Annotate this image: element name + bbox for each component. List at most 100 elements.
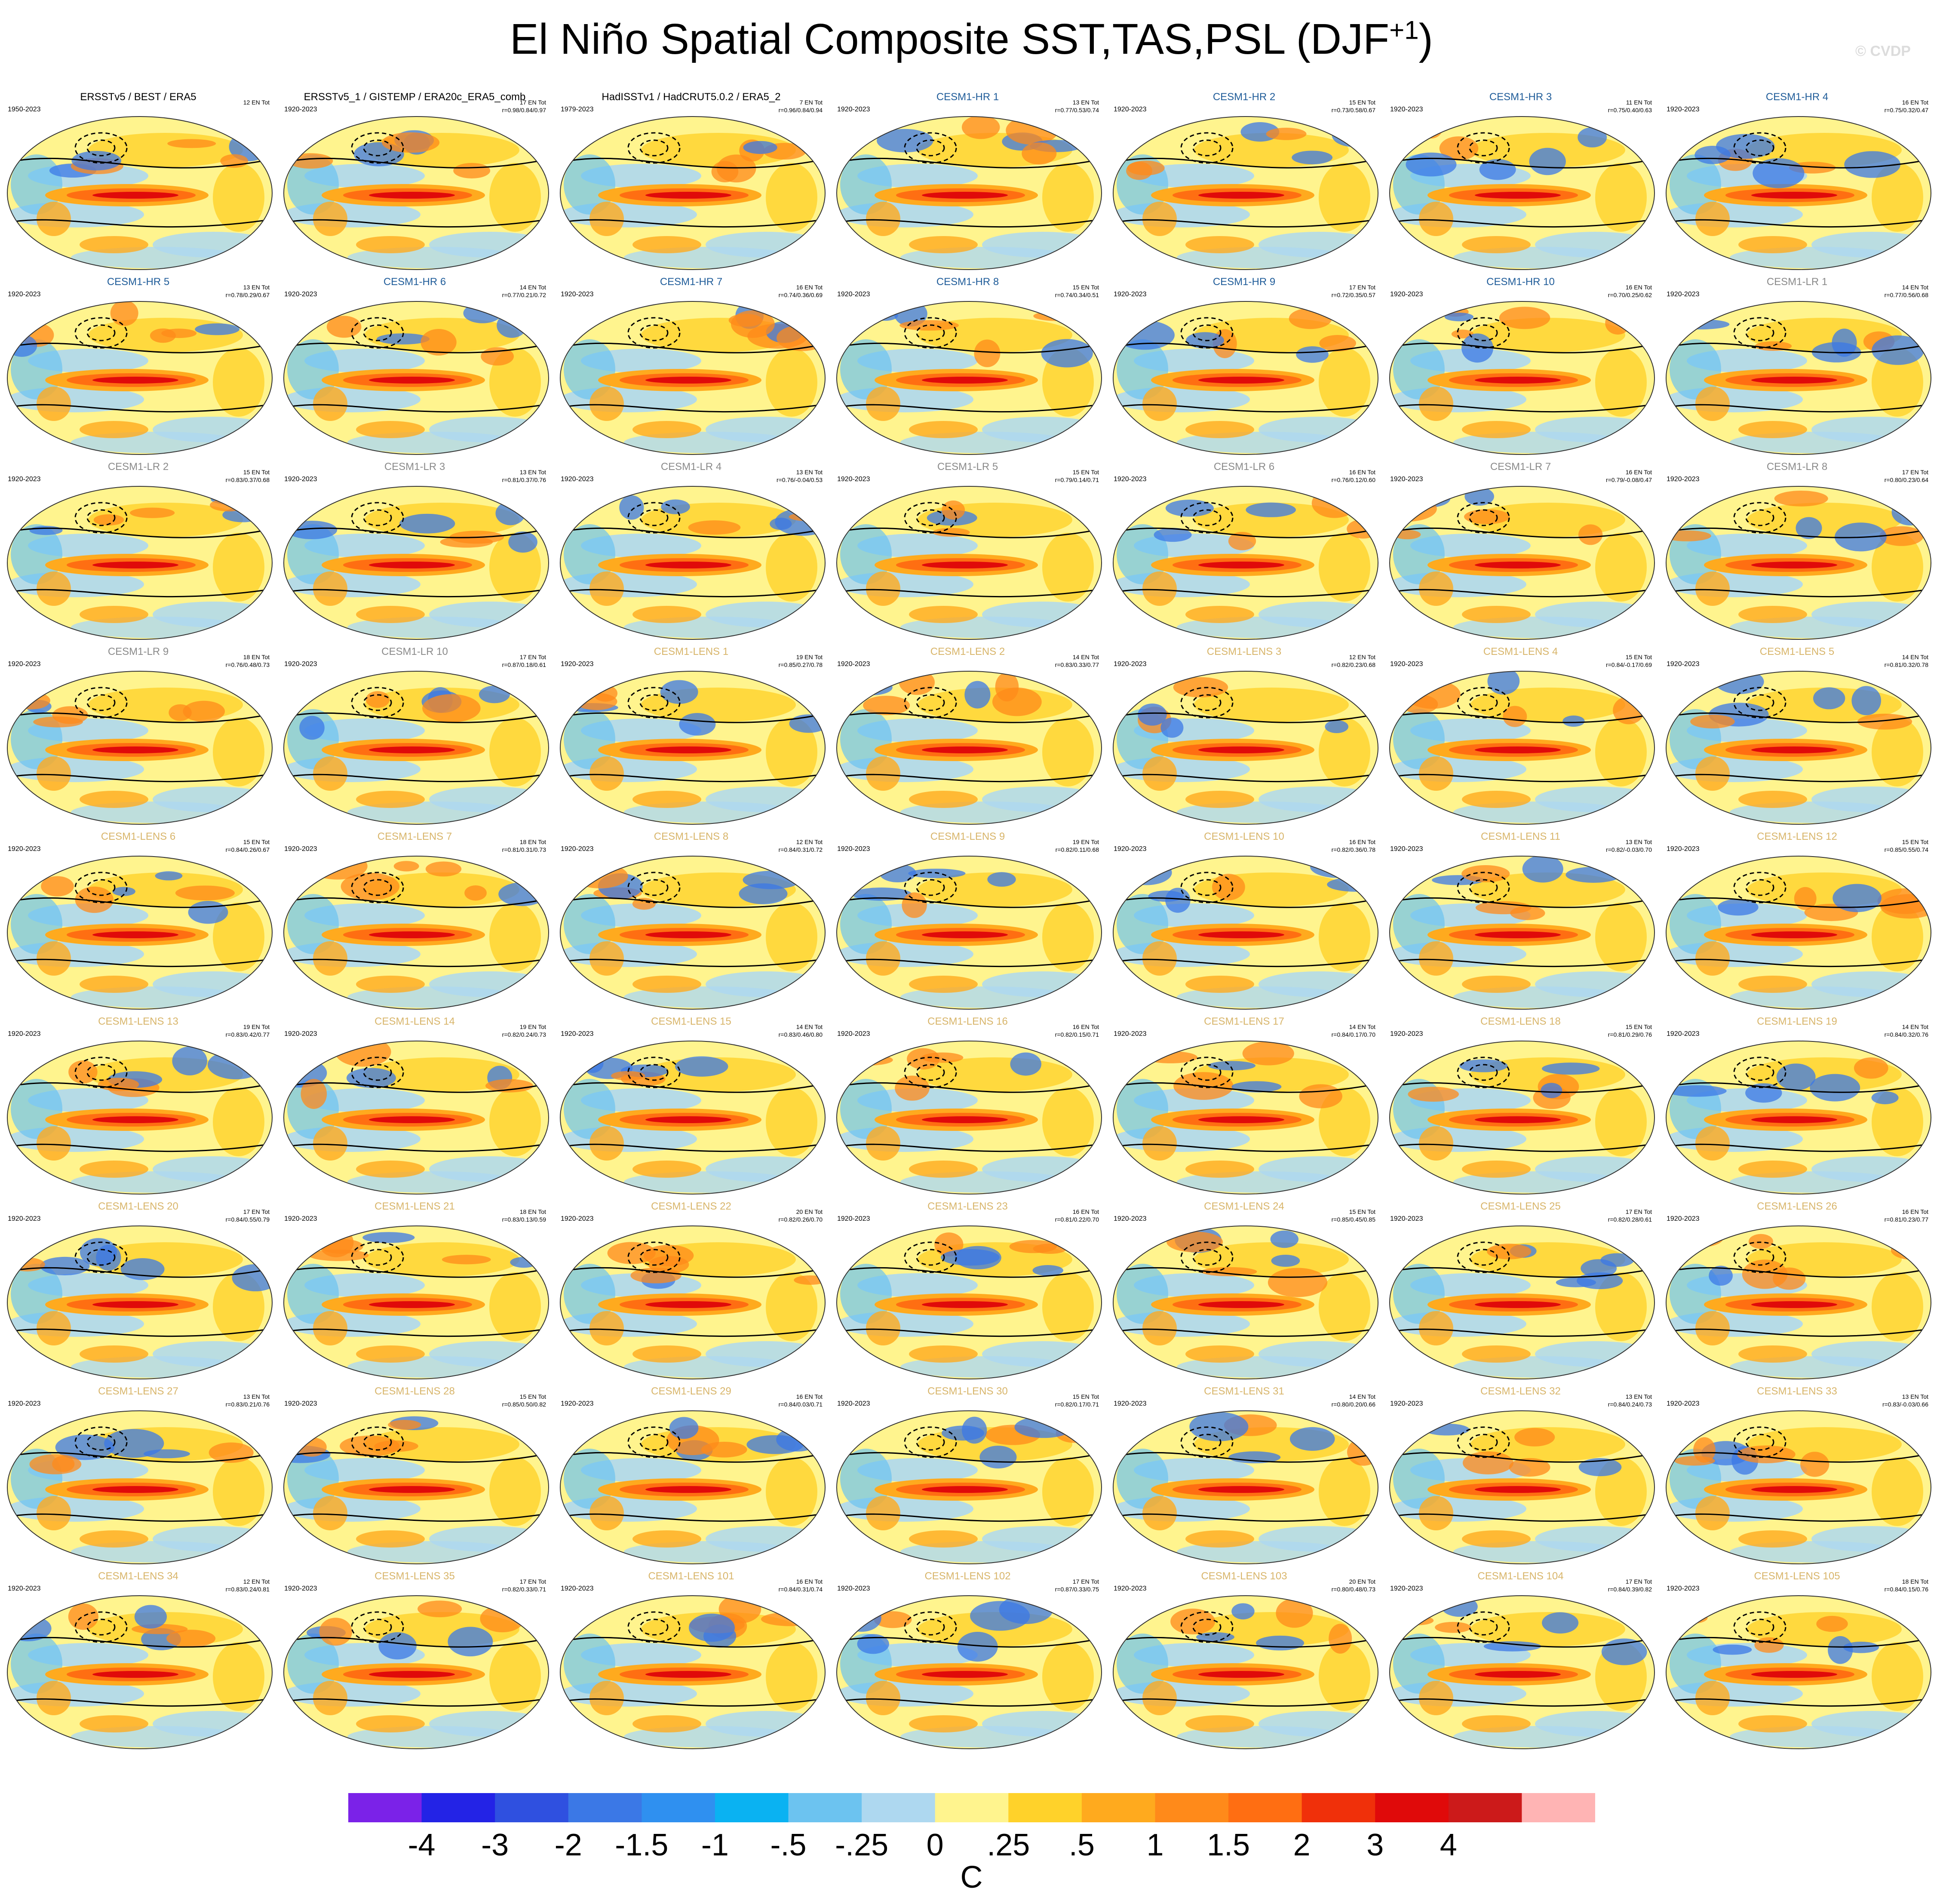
panel-years: 1920-2023 [8, 1215, 41, 1222]
panel-title: CESM1-HR 10 [1486, 276, 1555, 288]
panel-pattern-correlation: r=0.84/0.24/0.73 [1608, 1401, 1652, 1408]
enso-tongue-core [1475, 746, 1561, 753]
warm-anomaly [1212, 874, 1245, 900]
panel-title: CESM1-LENS 1 [654, 646, 729, 657]
cool-region-west [564, 1449, 615, 1509]
panel-event-count: 15 EN Tot [1349, 99, 1375, 106]
warm-region-east [1595, 163, 1647, 232]
map-panel: CESM1-LENS 7 1920-2023 18 EN Tot r=0.81/0.3… [276, 831, 553, 1016]
cool-anomaly [399, 513, 455, 534]
cool-anomaly [286, 520, 338, 540]
map-outline [1389, 486, 1655, 640]
cool-anomaly [1148, 891, 1184, 902]
panel-pattern-correlation: r=0.75/0.40/0.63 [1608, 107, 1652, 114]
warm-anomaly [1487, 1244, 1532, 1259]
psl-contour-negative [74, 1056, 128, 1088]
colorbar-swatch [935, 1793, 1009, 1822]
panel-title: CESM1-HR 6 [383, 276, 446, 288]
psl-contour-negative [904, 1611, 957, 1643]
psl-contour-negative [1180, 502, 1234, 534]
warm-anomaly [301, 1079, 327, 1109]
panel-event-count: 17 EN Tot [1072, 1578, 1099, 1585]
enso-tongue-core [922, 562, 1008, 568]
warm-anomaly [1033, 311, 1082, 321]
cool-region-west [564, 1634, 615, 1694]
panel-pattern-correlation: r=0.83/0.21/0.76 [225, 1401, 270, 1408]
enso-tongue-core [1198, 1301, 1284, 1308]
warm-region-north [365, 1427, 519, 1462]
map-outline [1113, 116, 1378, 270]
cool-anomaly [770, 518, 792, 530]
warm-region-south [632, 1345, 701, 1363]
panel-years: 1920-2023 [1667, 1400, 1700, 1407]
psl-contour-positive [1113, 218, 1378, 228]
panel-years: 1920-2023 [284, 1030, 317, 1038]
map-panel: CESM1-LENS 28 1920-2023 15 EN Tot r=0.85/0.… [276, 1385, 553, 1570]
panel-pattern-correlation: r=0.98/0.84/0.97 [502, 107, 546, 114]
panel-years: 1920-2023 [1390, 1585, 1423, 1592]
map-panel: CESM1-LENS 23 1920-2023 16 EN Tot r=0.81/0.… [829, 1201, 1106, 1385]
panel-years: 1920-2023 [284, 1215, 317, 1222]
warm-region-south [909, 421, 978, 438]
map-panel: CESM1-LENS 30 1920-2023 15 EN Tot r=0.82/0.… [829, 1385, 1106, 1570]
warm-region-indian [1695, 941, 1730, 976]
map [1113, 671, 1378, 825]
enso-tongue-core [369, 377, 455, 384]
panel-title: CESM1-LENS 7 [377, 831, 452, 842]
map-field [837, 117, 1102, 270]
warm-region-east [489, 1642, 541, 1711]
warm-region-indian [313, 1126, 347, 1161]
warm-region-south [356, 606, 425, 623]
psl-contour-negative [74, 1611, 128, 1643]
psl-contour-negative [639, 139, 669, 157]
panel-years: 1920-2023 [1114, 106, 1147, 113]
map-outline [560, 1041, 826, 1195]
psl-contour-negative [904, 1056, 957, 1088]
warm-anomaly [1061, 495, 1102, 508]
panel-event-count: 14 EN Tot [1902, 654, 1928, 660]
panel-event-count: 14 EN Tot [796, 1023, 823, 1030]
cool-region-west [564, 1079, 615, 1139]
map [1666, 301, 1931, 455]
warm-region-south [1738, 1530, 1807, 1548]
panel-title: CESM1-LENS 33 [1757, 1385, 1837, 1397]
psl-contour-negative [1469, 139, 1498, 157]
psl-contour-negative [351, 872, 404, 903]
panel-pattern-correlation: r=0.74/0.34/0.51 [1055, 292, 1099, 298]
warm-region-east [213, 1087, 264, 1156]
warm-region-indian [866, 941, 900, 976]
warm-anomaly [29, 1454, 82, 1474]
panel-title: CESM1-LR 6 [1213, 461, 1275, 473]
cool-region-west [564, 524, 615, 584]
cool-anomaly [1601, 1638, 1647, 1665]
map-panel: CESM1-LENS 10 1920-2023 16 EN Tot r=0.82/0.… [1106, 831, 1382, 1016]
map [560, 1410, 826, 1564]
cool-anomaly [1406, 152, 1457, 177]
enso-tongue-core [1198, 192, 1284, 199]
map-field [1666, 671, 1931, 824]
enso-tongue-core [645, 562, 731, 568]
warm-region-indian [313, 1681, 347, 1715]
warm-region-south [632, 236, 701, 253]
warm-region-east [489, 163, 541, 232]
psl-contour-negative [639, 1064, 669, 1081]
psl-contour-positive [1113, 1512, 1378, 1522]
cool-anomaly [299, 716, 325, 740]
panel-years: 1979-2023 [561, 106, 594, 113]
psl-contour-negative [1469, 879, 1498, 896]
enso-tongue-core [1198, 746, 1284, 753]
map-field [1113, 117, 1378, 270]
panel-years: 1920-2023 [837, 660, 870, 668]
panel-title: CESM1-LENS 21 [374, 1201, 455, 1212]
psl-contour-negative [1745, 1249, 1774, 1266]
warm-region-indian [37, 202, 71, 236]
warm-region-east [489, 1457, 541, 1526]
map-field [837, 1596, 1102, 1749]
cool-region-west [840, 894, 892, 954]
panel-years: 1920-2023 [1667, 1030, 1700, 1038]
cool-anomaly [1271, 1254, 1300, 1267]
warm-anomaly [1439, 136, 1479, 161]
cool-region-west [1393, 1634, 1445, 1694]
warm-region-indian [37, 571, 71, 606]
psl-contour-positive [284, 527, 549, 538]
